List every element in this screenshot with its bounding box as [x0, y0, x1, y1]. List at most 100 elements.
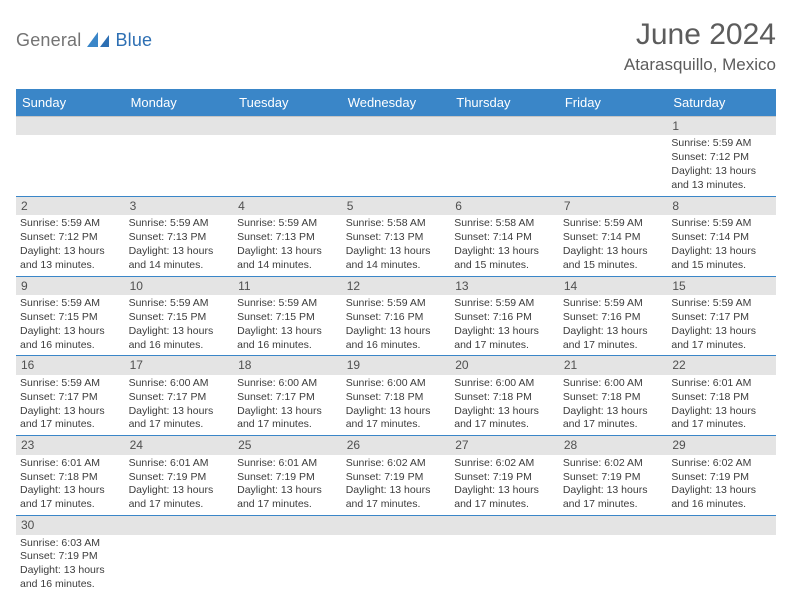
day-number-bar	[667, 516, 776, 534]
day-body: Sunrise: 5:58 AMSunset: 7:14 PMDaylight:…	[450, 215, 559, 275]
calendar-day-cell: 19Sunrise: 6:00 AMSunset: 7:18 PMDayligh…	[342, 356, 451, 436]
daylight-line: Daylight: 13 hours and 17 minutes.	[671, 325, 756, 351]
calendar-day-cell	[125, 516, 234, 595]
day-body: Sunrise: 5:59 AMSunset: 7:14 PMDaylight:…	[559, 215, 668, 275]
sunrise-line: Sunrise: 6:02 AM	[563, 457, 643, 469]
daylight-line: Daylight: 13 hours and 17 minutes.	[563, 405, 648, 431]
sunset-line: Sunset: 7:17 PM	[671, 311, 749, 323]
daylight-line: Daylight: 13 hours and 13 minutes.	[671, 165, 756, 191]
daylight-line: Daylight: 13 hours and 17 minutes.	[346, 405, 431, 431]
sunset-line: Sunset: 7:18 PM	[671, 391, 749, 403]
calendar-day-cell: 30Sunrise: 6:03 AMSunset: 7:19 PMDayligh…	[16, 516, 125, 595]
calendar-day-cell: 20Sunrise: 6:00 AMSunset: 7:18 PMDayligh…	[450, 356, 559, 436]
sunrise-line: Sunrise: 6:01 AM	[129, 457, 209, 469]
sunset-line: Sunset: 7:19 PM	[237, 471, 315, 483]
day-number-bar: 17	[125, 356, 234, 374]
calendar-week-row: 16Sunrise: 5:59 AMSunset: 7:17 PMDayligh…	[16, 356, 776, 436]
day-number-bar	[342, 516, 451, 534]
day-number-bar: 7	[559, 197, 668, 215]
day-body: Sunrise: 5:59 AM Sunset: 7:17 PM Daylight:…	[667, 295, 776, 355]
day-body: Sunrise: 6:02 AMSunset: 7:19 PMDaylight:…	[342, 455, 451, 515]
daylight-line: Daylight: 13 hours and 17 minutes.	[563, 325, 648, 351]
daylight-line: Daylight: 13 hours and 14 minutes.	[237, 245, 322, 271]
daylight-line: Daylight: 13 hours and 15 minutes.	[563, 245, 648, 271]
day-number-bar	[450, 117, 559, 135]
calendar-day-cell: 17Sunrise: 6:00 AMSunset: 7:17 PMDayligh…	[125, 356, 234, 436]
day-number-bar: 22	[667, 356, 776, 374]
daylight-line: Daylight: 13 hours and 17 minutes.	[346, 484, 431, 510]
day-body: Sunrise: 5:59 AMSunset: 7:15 PMDaylight:…	[233, 295, 342, 355]
sunrise-line: Sunrise: 6:02 AM	[454, 457, 534, 469]
daylight-line: Daylight: 13 hours and 17 minutes.	[563, 484, 648, 510]
day-number-bar: 21	[559, 356, 668, 374]
header: General Blue June 2024 Atarasquillo, Mex…	[16, 18, 776, 75]
daylight-line: Daylight: 13 hours and 17 minutes.	[454, 325, 539, 351]
sunrise-line: Sunrise: 5:59 AM	[237, 217, 317, 229]
daylight-line: Daylight: 13 hours and 17 minutes.	[129, 405, 214, 431]
calendar-day-cell	[342, 516, 451, 595]
calendar-day-cell: 27Sunrise: 6:02 AMSunset: 7:19 PMDayligh…	[450, 436, 559, 516]
day-number-bar	[125, 117, 234, 135]
calendar-day-cell: 1Sunrise: 5:59 AMSunset: 7:12 PMDaylight…	[667, 117, 776, 197]
sunrise-line: Sunrise: 6:00 AM	[563, 377, 643, 389]
sunrise-line: Sunrise: 5:59 AM	[20, 377, 100, 389]
sunrise-line: Sunrise: 5:58 AM	[454, 217, 534, 229]
sunset-line: Sunset: 7:14 PM	[671, 231, 749, 243]
day-number-bar: 2	[16, 197, 125, 215]
day-header: Wednesday	[342, 89, 451, 117]
day-body: Sunrise: 5:59 AMSunset: 7:16 PMDaylight:…	[342, 295, 451, 355]
sunrise-line: Sunrise: 6:00 AM	[346, 377, 426, 389]
sunset-line: Sunset: 7:19 PM	[346, 471, 424, 483]
daylight-line: Daylight: 13 hours and 16 minutes.	[20, 564, 105, 590]
sunset-line: Sunset: 7:16 PM	[346, 311, 424, 323]
daylight-line: Daylight: 13 hours and 17 minutes.	[20, 484, 105, 510]
sunrise-line: Sunrise: 6:01 AM	[671, 377, 751, 389]
calendar-day-cell: 7Sunrise: 5:59 AMSunset: 7:14 PMDaylight…	[559, 196, 668, 276]
day-body: Sunrise: 6:02 AMSunset: 7:19 PMDaylight:…	[559, 455, 668, 515]
sunset-line: Sunset: 7:19 PM	[454, 471, 532, 483]
sunset-line: Sunset: 7:19 PM	[671, 471, 749, 483]
calendar-day-cell	[450, 117, 559, 197]
day-number-bar: 11	[233, 277, 342, 295]
calendar-day-cell	[233, 516, 342, 595]
day-number-bar	[559, 516, 668, 534]
day-number-bar: 10	[125, 277, 234, 295]
day-body: Sunrise: 6:01 AMSunset: 7:18 PMDaylight:…	[16, 455, 125, 515]
day-body: Sunrise: 5:59 AMSunset: 7:13 PMDaylight:…	[125, 215, 234, 275]
calendar-table: SundayMondayTuesdayWednesdayThursdayFrid…	[16, 89, 776, 595]
sunset-line: Sunset: 7:17 PM	[20, 391, 98, 403]
day-body: Sunrise: 5:59 AMSunset: 7:17 PMDaylight:…	[16, 375, 125, 435]
logo-text-general: General	[16, 30, 81, 51]
daylight-line: Daylight: 13 hours and 16 minutes.	[129, 325, 214, 351]
daylight-line: Daylight: 13 hours and 16 minutes.	[20, 325, 105, 351]
sunrise-line: Sunrise: 5:58 AM	[346, 217, 426, 229]
sunrise-line: Sunrise: 5:59 AM	[671, 297, 751, 309]
sunrise-line: Sunrise: 5:59 AM	[20, 297, 100, 309]
day-body: Sunrise: 5:59 AMSunset: 7:15 PMDaylight:…	[125, 295, 234, 355]
calendar-day-cell: 28Sunrise: 6:02 AMSunset: 7:19 PMDayligh…	[559, 436, 668, 516]
calendar-day-cell: 24Sunrise: 6:01 AMSunset: 7:19 PMDayligh…	[125, 436, 234, 516]
sunset-line: Sunset: 7:13 PM	[346, 231, 424, 243]
calendar-day-cell: 14Sunrise: 5:59 AMSunset: 7:16 PMDayligh…	[559, 276, 668, 356]
day-number-bar	[450, 516, 559, 534]
calendar-day-cell	[450, 516, 559, 595]
day-number-bar: 26	[342, 436, 451, 454]
sunset-line: Sunset: 7:15 PM	[129, 311, 207, 323]
calendar-day-cell	[233, 117, 342, 197]
day-number-bar: 5	[342, 197, 451, 215]
day-body: Sunrise: 6:00 AMSunset: 7:18 PMDaylight:…	[450, 375, 559, 435]
day-number-bar	[342, 117, 451, 135]
daylight-line: Daylight: 13 hours and 16 minutes.	[671, 484, 756, 510]
logo-sail-icon	[87, 32, 109, 47]
calendar-day-cell: 11Sunrise: 5:59 AMSunset: 7:15 PMDayligh…	[233, 276, 342, 356]
sunset-line: Sunset: 7:17 PM	[237, 391, 315, 403]
calendar-day-cell: 18Sunrise: 6:00 AMSunset: 7:17 PMDayligh…	[233, 356, 342, 436]
calendar-week-row: 1Sunrise: 5:59 AMSunset: 7:12 PMDaylight…	[16, 117, 776, 197]
calendar-day-cell: 4Sunrise: 5:59 AMSunset: 7:13 PMDaylight…	[233, 196, 342, 276]
calendar-day-cell: 15 Sunrise: 5:59 AM Sunset: 7:17 PM Dayligh…	[667, 276, 776, 356]
daylight-line: Daylight: 13 hours and 17 minutes.	[129, 484, 214, 510]
day-number-bar: 15	[667, 277, 776, 295]
sunrise-line: Sunrise: 6:00 AM	[237, 377, 317, 389]
calendar-week-row: 9Sunrise: 5:59 AMSunset: 7:15 PMDaylight…	[16, 276, 776, 356]
sunrise-line: Sunrise: 5:59 AM	[129, 217, 209, 229]
